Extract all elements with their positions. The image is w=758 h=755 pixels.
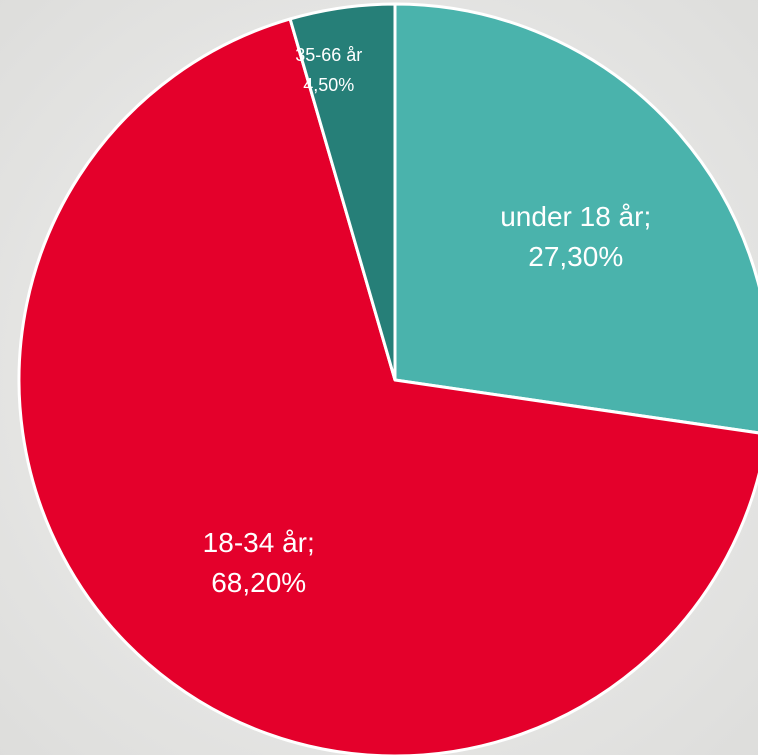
slice-value-label: 4,50%	[303, 75, 354, 95]
pie-slice	[288, 2, 397, 382]
slice-value-label: 68,20%	[211, 567, 306, 598]
pie-slice	[17, 17, 758, 755]
slice-label: 35-66 år	[295, 45, 362, 65]
slice-value-label: 27,30%	[528, 241, 623, 272]
pie-slice	[393, 2, 758, 435]
slice-label: 18-34 år;	[203, 527, 315, 558]
labels: under 18 år; 27,30% 18-34 år; 68,20% 35-66 å…	[203, 45, 652, 598]
pie	[17, 2, 758, 755]
slice-label: under 18 år;	[500, 201, 651, 232]
